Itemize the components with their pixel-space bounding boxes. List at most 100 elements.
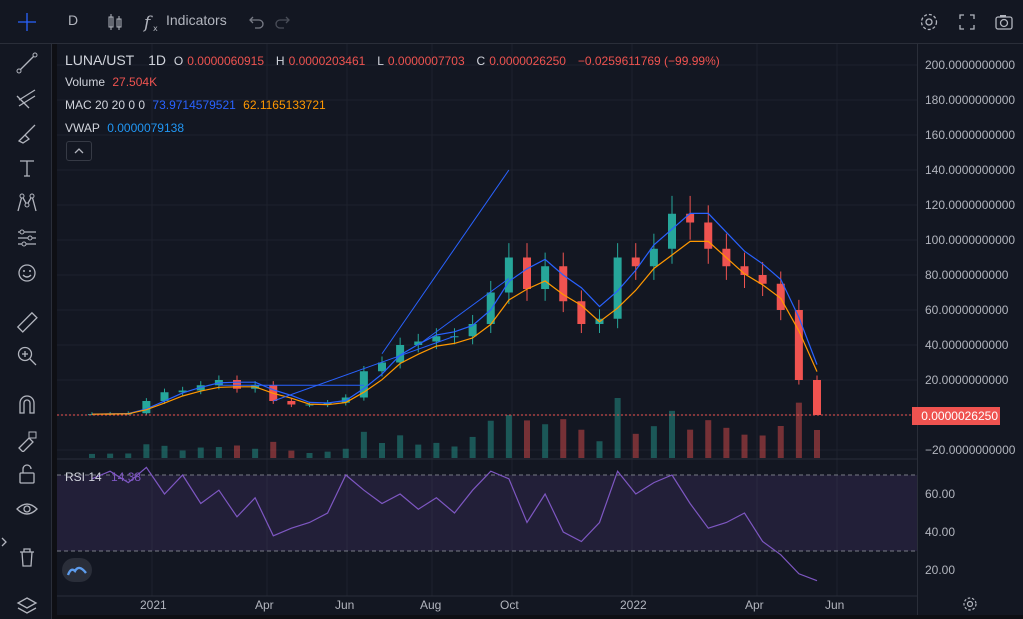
time-tick-label: Apr — [255, 598, 274, 612]
volume-bar — [505, 415, 512, 458]
candle-body — [287, 401, 296, 405]
price-scale[interactable]: 200.0000000000 180.0000000000 160.00000000… — [917, 44, 1023, 615]
lock-drawing-icon[interactable] — [15, 428, 39, 452]
undo-icon[interactable] — [245, 11, 267, 33]
volume-bar — [705, 420, 712, 458]
volume-bar — [433, 442, 440, 458]
open-value: 0.0000060915 — [187, 54, 265, 68]
trend-line-icon[interactable] — [15, 51, 39, 75]
price-tick-label: −20.0000000000 — [925, 443, 1016, 457]
rsi-tick-label: 40.00 — [925, 525, 956, 539]
mac-lower-line — [91, 240, 818, 415]
candle-body — [631, 257, 640, 267]
price-chart[interactable] — [57, 44, 917, 615]
volume-bar — [669, 410, 675, 458]
chart-pane[interactable] — [57, 44, 917, 615]
price-tick-label: 40.0000000000 — [925, 338, 1009, 352]
price-tick-label: 140.0000000000 — [925, 163, 1016, 177]
candle-body — [541, 266, 550, 289]
change-value: −0.0259611769 (−99.99%) — [577, 54, 720, 68]
volume-bar — [777, 426, 784, 458]
mac-label: MAC 20 20 0 0 — [65, 98, 146, 112]
vwap-legend[interactable]: VWAP 0.0000079138 — [65, 121, 188, 135]
rsi-line — [91, 466, 818, 582]
rsi-band — [57, 475, 917, 551]
rsi-value: 14.38 — [111, 470, 142, 484]
time-axis[interactable]: 2021 Apr Jun Aug Oct 2022 Apr Jun — [57, 596, 917, 619]
pattern-icon[interactable] — [15, 191, 39, 215]
lock-icon[interactable] — [15, 462, 39, 486]
volume-bar — [487, 420, 494, 458]
candle-body — [776, 283, 785, 310]
collapse-legend-button[interactable] — [66, 141, 92, 161]
trash-icon[interactable] — [15, 545, 39, 569]
symbol-legend[interactable]: LUNA/UST 1D O 0.0000060915 H 0.0000203461 … — [65, 52, 724, 68]
vwap-label: VWAP — [65, 121, 100, 135]
volume-bar — [614, 398, 621, 458]
layers-icon[interactable] — [15, 594, 39, 618]
candle-style-icon[interactable] — [104, 11, 126, 33]
pitchfork-icon[interactable] — [15, 86, 39, 110]
volume-bar — [578, 429, 585, 458]
open-label: O — [173, 54, 184, 68]
emoji-icon[interactable] — [15, 261, 39, 285]
text-icon[interactable] — [15, 156, 39, 180]
indicators-button[interactable]: Indicators — [166, 12, 227, 28]
volume-label: Volume — [65, 75, 106, 89]
candle-body — [559, 266, 568, 302]
candle-body — [432, 336, 441, 342]
candle-body — [704, 222, 713, 249]
brush-icon[interactable] — [15, 121, 39, 145]
candle-body — [613, 257, 622, 319]
mac-upper-line — [91, 212, 818, 415]
candle-body — [88, 414, 96, 416]
price-tick-label: 160.0000000000 — [925, 128, 1016, 142]
ruler-icon[interactable] — [15, 310, 39, 334]
crosshair-icon[interactable] — [16, 11, 38, 33]
mac-upper-value: 73.9714579521 — [152, 98, 236, 112]
volume-bar — [759, 435, 766, 458]
volume-bar — [379, 443, 385, 458]
volume-bar — [560, 419, 567, 458]
prediction-icon[interactable] — [15, 226, 39, 250]
mac-legend[interactable]: MAC 20 20 0 0 73.9714579521 62.116513372… — [65, 98, 330, 112]
volume-bar — [723, 427, 730, 458]
volume-bar — [143, 444, 150, 458]
tradingview-logo-icon[interactable] — [62, 558, 92, 582]
eye-icon[interactable] — [15, 497, 39, 521]
interval-button[interactable]: D — [68, 12, 79, 28]
volume-bar — [795, 402, 802, 458]
candle-body — [649, 248, 658, 267]
volume-value: 27.504K — [112, 75, 158, 89]
zoom-in-icon[interactable] — [15, 344, 39, 368]
candle-body — [414, 341, 423, 345]
scale-settings-gear-icon[interactable] — [961, 595, 979, 613]
low-label: L — [377, 54, 384, 68]
vwap-value: 0.0000079138 — [107, 121, 184, 135]
candle-body — [668, 213, 676, 249]
candle-body — [233, 380, 241, 389]
candle-body — [758, 275, 767, 284]
redo-icon[interactable] — [272, 11, 294, 33]
volume-bar — [234, 445, 240, 458]
magnet-icon[interactable] — [15, 393, 39, 417]
svg-text:f: f — [142, 13, 153, 33]
settings-gear-icon[interactable] — [918, 11, 940, 33]
last-price-label: 0.0000026250 — [912, 407, 1000, 425]
fullscreen-icon[interactable] — [956, 11, 978, 33]
expand-toolbar-chevron-icon[interactable] — [0, 530, 8, 554]
trendline — [273, 335, 455, 402]
candle-body — [178, 390, 187, 393]
camera-icon[interactable] — [993, 11, 1015, 33]
rsi-legend[interactable]: RSI 14 14.38 — [65, 470, 141, 484]
symbol-name[interactable]: LUNA/UST — [65, 52, 135, 68]
volume-bar — [215, 447, 222, 458]
price-tick-label: 100.0000000000 — [925, 233, 1016, 247]
candle-body — [577, 301, 586, 324]
candle-body — [396, 345, 405, 363]
volume-legend[interactable]: Volume 27.504K — [65, 75, 161, 89]
volume-bar — [107, 453, 114, 458]
volume-bar — [542, 424, 549, 458]
